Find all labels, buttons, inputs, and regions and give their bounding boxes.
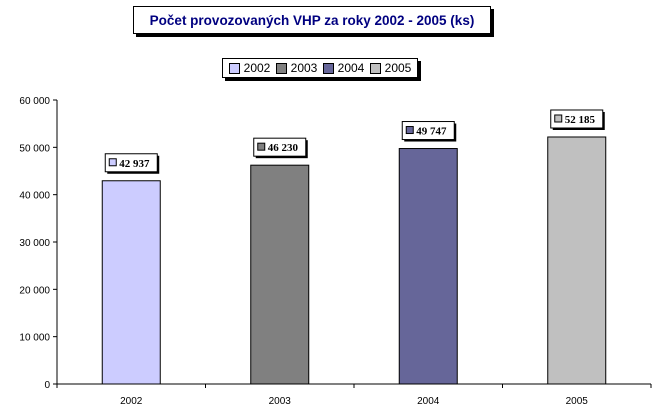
legend-label-2004: 2004 (337, 61, 365, 75)
data-label-box (550, 109, 604, 129)
legend: 2002 2003 2004 2005 (222, 58, 418, 78)
data-label-swatch (108, 158, 117, 167)
legend-label-2002: 2002 (243, 61, 271, 75)
x-tick-label: 2003 (269, 396, 292, 407)
y-tick-label: 0 (44, 380, 50, 391)
y-tick-label: 40 000 (19, 191, 50, 202)
legend-label-2003: 2003 (290, 61, 318, 75)
y-tick-label: 20 000 (19, 285, 50, 296)
legend-item-2004: 2004 (322, 61, 365, 75)
data-label-box (401, 121, 455, 141)
bar-2005 (547, 136, 607, 385)
legend-swatch-2003 (275, 62, 287, 74)
legend-swatch-2004 (322, 62, 334, 74)
data-label-swatch (405, 126, 414, 135)
bar-2002 (101, 180, 161, 385)
data-label-box (104, 153, 158, 173)
chart-title: Počet provozovaných VHP za roky 2002 - 2… (133, 6, 491, 34)
data-label-2002: 42 937 (119, 158, 150, 170)
legend-swatch-2002 (228, 62, 240, 74)
data-label-2004: 49 747 (416, 126, 447, 138)
data-label-swatch (554, 114, 563, 123)
data-label-2005: 52 185 (565, 114, 596, 126)
legend-item-2003: 2003 (275, 61, 318, 75)
x-tick-label: 2002 (120, 396, 143, 407)
y-tick-label: 50 000 (19, 143, 50, 154)
data-label-swatch (257, 142, 266, 151)
data-label-2003: 46 230 (268, 142, 299, 154)
chart-title-text: Počet provozovaných VHP za roky 2002 - 2… (149, 12, 475, 28)
bar-2003 (250, 164, 310, 385)
legend-label-2005: 2005 (384, 61, 412, 75)
x-tick-label: 2004 (417, 396, 440, 407)
legend-item-2005: 2005 (369, 61, 412, 75)
y-tick-label: 60 000 (19, 96, 50, 107)
legend-swatch-2005 (369, 62, 381, 74)
data-label-box (253, 137, 307, 157)
legend-item-2002: 2002 (228, 61, 271, 75)
y-tick-label: 10 000 (19, 333, 50, 344)
x-tick-label: 2005 (566, 396, 589, 407)
y-tick-label: 30 000 (19, 238, 50, 249)
bar-2004 (398, 148, 458, 385)
